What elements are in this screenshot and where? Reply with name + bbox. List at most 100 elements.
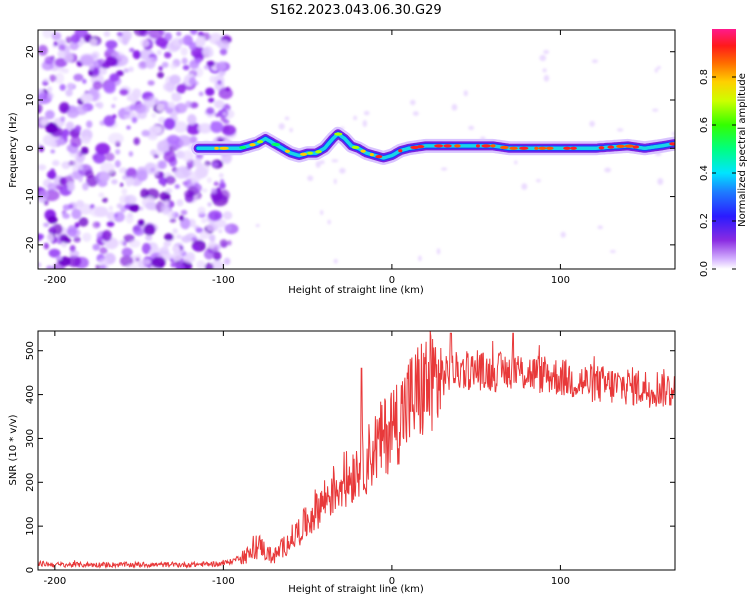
spectrogram-noise-blob bbox=[112, 96, 118, 101]
spectrogram-ridge-hotspot bbox=[519, 146, 529, 150]
spectrogram-noise-blob bbox=[108, 205, 114, 211]
snr-plot-area bbox=[38, 331, 675, 570]
spectrogram-noise-blob bbox=[353, 115, 358, 121]
snr-x-tick-label: 100 bbox=[551, 576, 570, 587]
spectrogram-noise-blob bbox=[48, 248, 61, 258]
snr-x-tick-label: -100 bbox=[212, 576, 235, 587]
spectrogram-x-tick-label: -200 bbox=[44, 275, 67, 286]
spectrogram-noise-blob bbox=[150, 55, 158, 63]
spectrogram-noise-blob bbox=[218, 229, 223, 234]
spectrogram-noise-blob bbox=[208, 210, 223, 221]
spectrogram-noise-blob bbox=[189, 30, 198, 35]
spectrogram-noise-blob bbox=[333, 258, 338, 264]
spectrogram-noise-blob bbox=[89, 66, 95, 71]
spectrogram-ridge-hotspot bbox=[398, 149, 403, 153]
spectrogram-noise-blob bbox=[105, 152, 115, 162]
spectrogram-noise-blob bbox=[82, 78, 87, 84]
spectrogram-noise-blob bbox=[47, 92, 55, 99]
spectrogram-noise-blob bbox=[176, 135, 192, 147]
spectrogram-ridge-hotspot bbox=[454, 144, 461, 148]
spectrogram-ridge-layer bbox=[191, 126, 675, 165]
spectrogram-x-tick-label: -100 bbox=[212, 275, 235, 286]
spectrogram-noise-blob bbox=[55, 184, 63, 190]
spectrogram-noise-blob bbox=[69, 244, 76, 252]
spectrogram-noise-blob bbox=[81, 135, 91, 145]
spectrogram-noise-blob bbox=[145, 201, 157, 211]
spectrogram-noise-blob bbox=[197, 123, 213, 134]
spectrogram-y-tick-label: 20 bbox=[25, 45, 36, 58]
spectrogram-noise-blob bbox=[80, 146, 89, 155]
spectrogram-noise-blob bbox=[50, 168, 55, 173]
spectrogram-noise-blob bbox=[224, 224, 232, 232]
spectrogram-noise-blob bbox=[52, 223, 63, 235]
spectrogram-noise-blob bbox=[521, 183, 528, 190]
spectrogram-noise-blob bbox=[44, 109, 55, 120]
spectrogram-noise-blob bbox=[128, 66, 134, 73]
spectrogram-noise-blob bbox=[51, 31, 62, 41]
spectrogram-noise-blob bbox=[129, 239, 141, 248]
spectrogram-noise-blob bbox=[92, 66, 100, 76]
spectrogram-noise-blob bbox=[95, 264, 101, 269]
spectrogram-noise-blob bbox=[205, 87, 215, 96]
spectrogram-noise-blob bbox=[560, 231, 566, 238]
spectrogram-noise-blob bbox=[44, 56, 55, 65]
spectrogram-noise-blob bbox=[38, 103, 43, 114]
spectrogram-noise-blob bbox=[43, 199, 49, 206]
spectrogram-noise-blob bbox=[73, 73, 84, 82]
spectrogram-noise-blob bbox=[207, 97, 215, 103]
spectrogram-noise-blob bbox=[542, 68, 547, 73]
spectrogram-noise-blob bbox=[284, 116, 290, 121]
spectrogram-noise-blob bbox=[125, 177, 135, 186]
spectrogram-noise-blob bbox=[148, 125, 161, 135]
spectrogram-noise-blob bbox=[202, 47, 211, 55]
spectrogram-noise-blob bbox=[127, 212, 134, 219]
snr-y-tick-label: 0 bbox=[25, 567, 36, 573]
spectrogram-noise-blob bbox=[410, 99, 416, 106]
spectrogram-noise-blob bbox=[307, 175, 314, 182]
spectrogram-noise-blob bbox=[131, 88, 142, 99]
spectrogram-noise-blob bbox=[67, 255, 82, 268]
spectrogram-noise-blob bbox=[148, 30, 165, 39]
spectrogram-ridge-hotspot bbox=[570, 146, 577, 150]
spectrogram-noise-blob bbox=[204, 262, 214, 269]
spectrogram-noise-blob bbox=[74, 125, 82, 133]
spectrogram-noise-blob bbox=[129, 47, 135, 53]
spectrogram-ridge-hotspot bbox=[481, 144, 491, 148]
spectrogram-noise-blob bbox=[174, 102, 188, 114]
spectrogram-noise-blob bbox=[47, 182, 57, 192]
spectrogram-noise-blob bbox=[147, 80, 155, 86]
spectrogram-noise-blob bbox=[62, 128, 70, 138]
spectrogram-noise-blob bbox=[106, 221, 115, 228]
spectrogram-ridge-hotspot bbox=[284, 149, 291, 153]
spectrogram-noise-blob bbox=[89, 38, 98, 47]
spectrogram-noise-blob bbox=[105, 40, 118, 49]
spectrogram-noise-blob bbox=[92, 80, 103, 90]
spectrogram-noise-blob bbox=[181, 150, 195, 162]
spectrogram-noise-blob bbox=[156, 102, 165, 112]
spectrogram-ridge-hotspot bbox=[307, 151, 313, 155]
spectrogram-noise-blob bbox=[199, 230, 210, 240]
spectrogram-noise-blob bbox=[657, 65, 661, 70]
spectrogram-noise-blob bbox=[71, 165, 79, 172]
spectrogram-ridge-hotspot bbox=[475, 144, 480, 148]
spectrogram-noise-blob bbox=[156, 49, 162, 56]
spectrogram-noise-blob bbox=[206, 223, 219, 232]
spectrogram-noise-blob bbox=[58, 44, 66, 52]
spectrogram-noise-blob bbox=[47, 86, 53, 92]
spectrogram-noise-blob bbox=[207, 241, 216, 249]
spectrogram-noise-blob bbox=[543, 49, 550, 55]
spectrogram-noise-blob bbox=[333, 178, 337, 185]
spectrogram-noise-blob bbox=[157, 160, 167, 170]
spectrogram-noise-blob bbox=[418, 255, 422, 262]
snr-line-layer bbox=[38, 331, 675, 570]
spectrogram-ridge-hotspot bbox=[598, 146, 605, 150]
spectrogram-noise-blob bbox=[124, 114, 132, 120]
spectrogram-noise-blob bbox=[59, 234, 69, 243]
spectrogram-noise-blob bbox=[60, 116, 66, 122]
spectrogram-noise-blob bbox=[167, 209, 175, 219]
spectrogram-noise-blob bbox=[53, 117, 63, 125]
spectrogram-noise-blob bbox=[46, 265, 53, 269]
spectrogram-noise-blob bbox=[671, 131, 675, 136]
